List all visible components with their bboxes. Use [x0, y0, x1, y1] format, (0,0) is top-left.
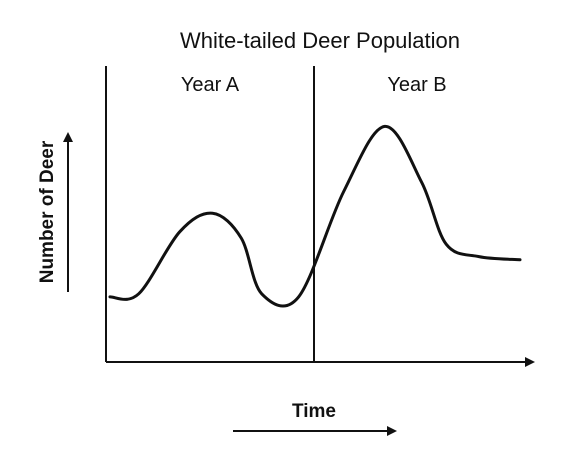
panel-label-year-b: Year B — [387, 74, 446, 96]
chart-title: White-tailed Deer Population — [180, 28, 460, 53]
population-series-line — [108, 124, 522, 308]
panel-label-year-a: Year A — [181, 74, 240, 96]
y-axis-label: Number of Deer — [37, 140, 58, 283]
x-axis-label: Time — [292, 401, 336, 422]
